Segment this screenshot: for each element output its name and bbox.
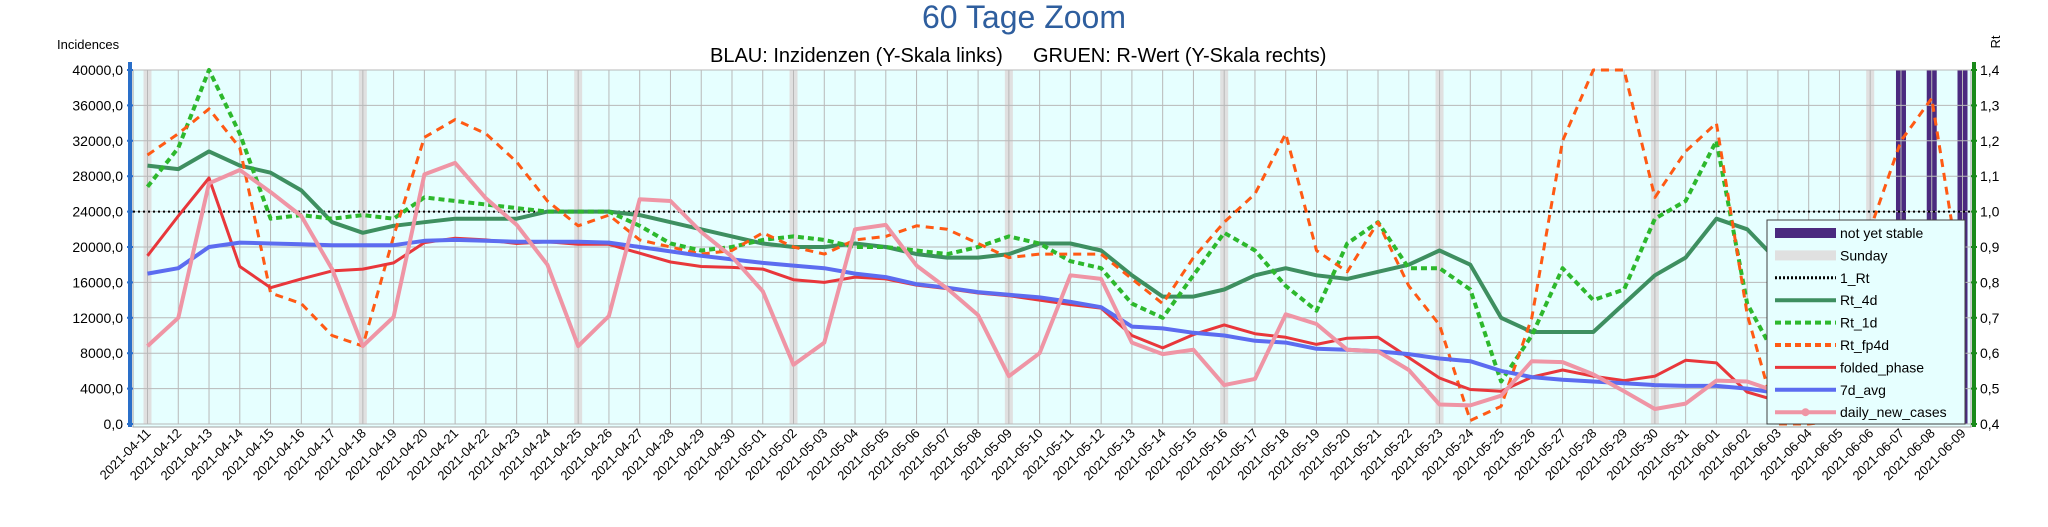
- legend-label-sunday: Sunday: [1840, 247, 1887, 263]
- legend-marker-daily-new-cases: [1801, 408, 1810, 417]
- chart-subtitle-left: BLAU: Inzidenzen (Y-Skala links): [710, 45, 1003, 67]
- series-line-daily-new-cases: [146, 160, 1964, 413]
- y-tick-label-right: 0,5: [1980, 381, 2000, 397]
- y-tick-label-right: 1,0: [1980, 204, 2000, 220]
- series-lines: [133, 68, 1971, 426]
- y-tick-label-right: 1,2: [1980, 133, 2000, 149]
- legend-label-rt-1d: Rt_1d: [1840, 315, 1877, 331]
- y-tick-label-right: 0,6: [1980, 345, 2000, 361]
- y-tick-label-left: 24000,0: [72, 204, 123, 220]
- series-line-7d-avg: [147, 237, 1963, 404]
- legend: not yet stable Sunday 1_Rt Rt_4d Rt_1d Rt_fp4…: [1766, 219, 1966, 425]
- legend-label-1-rt: 1_Rt: [1840, 270, 1870, 286]
- y-axis-right-label: Rt: [1988, 35, 2003, 48]
- y-tick-label-left: 16000,0: [72, 274, 123, 290]
- legend-label-rt-4d: Rt_4d: [1840, 292, 1877, 308]
- y-tick-label-left: 8000,0: [80, 345, 123, 361]
- legend-swatch-not-yet-stable: [1775, 228, 1836, 238]
- legend-label-7d-avg: 7d_avg: [1840, 382, 1886, 398]
- y-tick-label-left: 12000,0: [72, 310, 123, 326]
- y-tick-label-right: 0,8: [1980, 274, 2000, 290]
- y-tick-label-left: 0,0: [104, 416, 124, 432]
- y-tick-label-left: 28000,0: [72, 168, 123, 184]
- y-tick-label-right: 0,9: [1980, 239, 2000, 255]
- y-tick-label-right: 1,1: [1980, 168, 2000, 184]
- y-tick-label-left: 20000,0: [72, 239, 123, 255]
- chart-subtitle-right: GRUEN: R-Wert (Y-Skala rechts): [1033, 45, 1326, 67]
- y-tick-label-right: 1,3: [1980, 97, 2000, 113]
- series-line-rt-fp4d: [146, 68, 1964, 426]
- series-line-rt-4d: [147, 149, 1964, 334]
- y-tick-label-right: 0,7: [1980, 310, 2000, 326]
- y-tick-label-left: 4000,0: [80, 381, 123, 397]
- chart-title: 60 Tage Zoom: [922, 0, 1126, 35]
- y-tick-label-right: 1,4: [1980, 62, 2000, 78]
- y-axis-left-label: Incidences: [57, 37, 120, 52]
- legend-items: not yet stable Sunday 1_Rt Rt_4d Rt_1d Rt_fp4…: [1775, 225, 1947, 420]
- legend-label-rt-fp4d: Rt_fp4d: [1840, 337, 1889, 353]
- series-line-rt-1d: [145, 68, 1965, 384]
- legend-swatch-sunday: [1775, 250, 1836, 261]
- legend-label-not-yet-stable: not yet stable: [1840, 225, 1923, 241]
- legend-label-folded-phase: folded_phase: [1840, 359, 1924, 375]
- y-tick-label-left: 32000,0: [72, 133, 123, 149]
- legend-label-daily-new-cases: daily_new_cases: [1840, 404, 1947, 420]
- y-tick-label-right: 0,4: [1980, 416, 2000, 432]
- y-tick-label-left: 36000,0: [72, 97, 123, 113]
- y-tick-label-left: 40000,0: [72, 62, 123, 78]
